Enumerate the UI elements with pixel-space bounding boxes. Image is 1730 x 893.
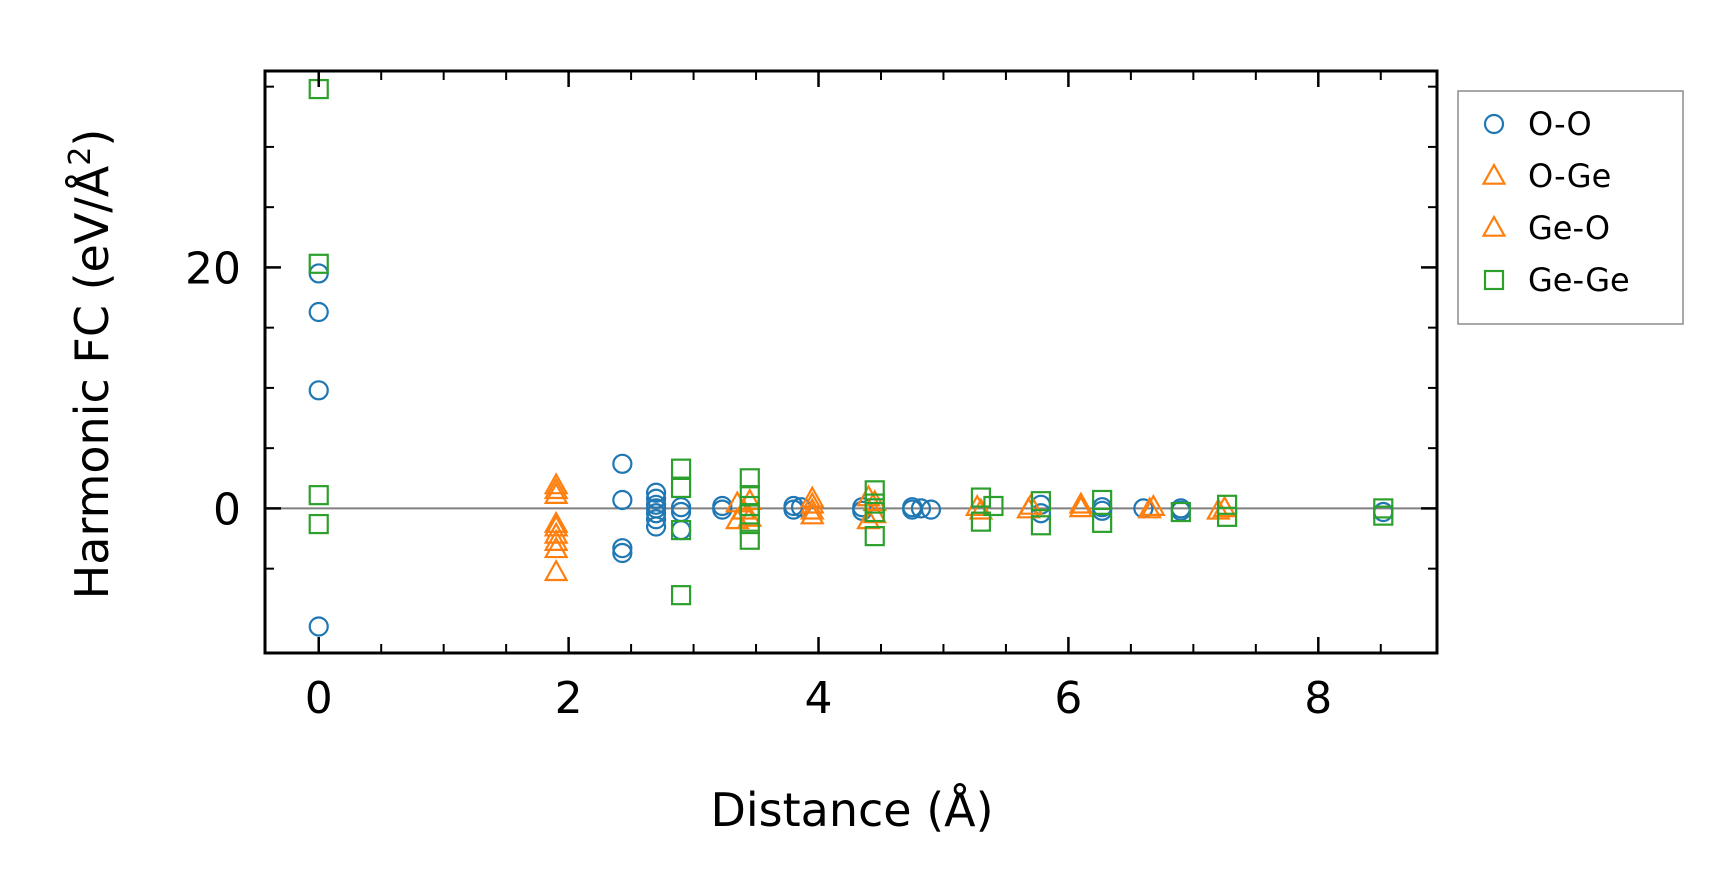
data-point [1068, 495, 1094, 518]
legend-entry: O-O [1483, 105, 1592, 143]
data-point [670, 458, 692, 479]
legend-marker-triangle [1481, 162, 1507, 185]
series-ge-ge [308, 78, 1394, 606]
legend-entry: Ge-O [1481, 209, 1610, 247]
data-point [670, 477, 692, 499]
data-point [612, 453, 633, 474]
data-point [670, 519, 692, 541]
legend: O-O O-Ge Ge-O Ge-Ge [1457, 90, 1684, 325]
data-point [612, 489, 633, 511]
data-point [799, 502, 825, 525]
data-point [612, 538, 633, 559]
data-point [1030, 491, 1052, 512]
data-point [983, 495, 1004, 517]
data-point [739, 468, 760, 489]
legend-entries: O-O O-Ge Ge-O Ge-Ge [1481, 105, 1630, 299]
data-point [1216, 494, 1238, 515]
legend-marker-square [1483, 269, 1505, 291]
data-point [1137, 496, 1162, 519]
data-point [308, 616, 329, 637]
y-axis-title-close: ) [65, 129, 119, 147]
data-point [543, 528, 569, 551]
data-point [645, 503, 667, 524]
x-tick-label: 6 [1054, 673, 1082, 724]
data-point [645, 488, 667, 509]
data-point [308, 380, 329, 401]
legend-label: Ge-Ge [1528, 261, 1630, 299]
plot-frame [263, 69, 1439, 655]
data-point [968, 497, 994, 520]
y-axis-title-main: Harmonic FC (eV/Å [65, 165, 119, 599]
x-axis-title: Distance (Å) [710, 783, 993, 837]
data-point [1068, 491, 1094, 514]
series-ge-o [543, 472, 1231, 582]
data-point [910, 498, 932, 519]
data-point [799, 497, 825, 520]
data-point [308, 485, 329, 506]
legend-entry: Ge-Ge [1483, 261, 1630, 299]
data-point [737, 504, 763, 527]
data-point [1216, 506, 1238, 527]
y-tick-label: 20 [185, 243, 241, 294]
data-point [1141, 493, 1166, 516]
legend-label: O-Ge [1528, 157, 1611, 195]
data-point [645, 482, 667, 503]
data-point [670, 497, 692, 518]
data-point [1092, 489, 1113, 511]
legend-label: Ge-O [1528, 209, 1610, 247]
data-point [543, 559, 569, 582]
data-point [739, 529, 760, 550]
y-axis-title: Harmonic FC (eV/Å2) [63, 129, 119, 600]
data-point [645, 516, 667, 537]
data-point [864, 480, 885, 501]
x-tick-label: 2 [555, 673, 583, 724]
data-point [1092, 500, 1113, 521]
data-point [1016, 496, 1041, 519]
data-point [308, 513, 329, 535]
x-tick-label: 0 [305, 673, 333, 724]
data-point [1030, 515, 1052, 536]
y-tick-labels: 0 20 [185, 243, 241, 535]
data-point [543, 472, 569, 495]
y-axis-title-superscript: 2 [63, 147, 98, 166]
data-point [308, 253, 329, 274]
data-point [543, 536, 569, 559]
x-tick-labels: 0 2 4 6 8 [305, 673, 1333, 724]
data-point [1092, 512, 1113, 533]
data-point [864, 526, 885, 547]
data-point [1373, 505, 1394, 526]
data-point [856, 484, 881, 507]
data-point [612, 542, 633, 564]
data-point [864, 501, 885, 523]
legend-entry: O-Ge [1481, 157, 1611, 195]
data-points-layer [308, 78, 1394, 637]
data-point [712, 499, 733, 520]
legend-marker-circle [1483, 113, 1505, 135]
data-point [862, 489, 888, 512]
x-tick-label: 4 [805, 673, 833, 724]
x-tick-label: 8 [1304, 673, 1332, 724]
y-tick-label: 0 [213, 484, 241, 535]
data-point [1170, 501, 1191, 523]
data-point [670, 585, 692, 606]
legend-box [1457, 90, 1684, 325]
data-point [920, 499, 942, 520]
legend-marker-triangle [1481, 214, 1507, 237]
data-point [645, 509, 667, 530]
series-o-o [308, 263, 1394, 637]
data-point [543, 514, 569, 537]
data-point [308, 301, 329, 323]
data-point [543, 477, 569, 500]
legend-label: O-O [1528, 105, 1592, 143]
data-point [799, 491, 825, 514]
data-point [970, 511, 992, 532]
data-point [543, 521, 569, 544]
data-point [739, 485, 760, 506]
data-point [739, 513, 760, 535]
